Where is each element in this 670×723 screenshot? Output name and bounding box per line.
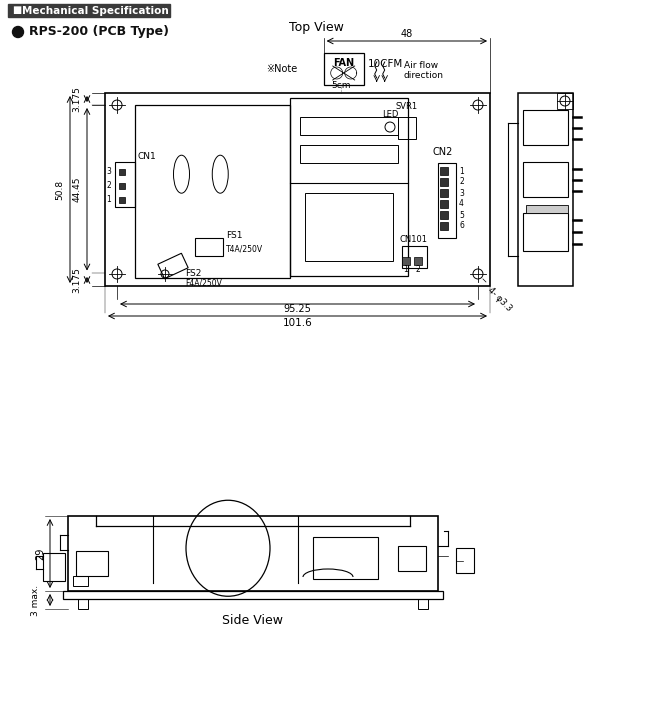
- Text: ■: ■: [12, 6, 21, 15]
- Bar: [300, 145, 398, 163]
- Bar: [63, 591, 443, 599]
- Bar: [440, 178, 448, 186]
- Text: ※Note: ※Note: [266, 64, 297, 74]
- Bar: [324, 53, 364, 85]
- Text: CN101: CN101: [400, 235, 428, 244]
- Text: T4A/250V: T4A/250V: [226, 244, 263, 253]
- Text: 2: 2: [415, 265, 420, 274]
- Text: 101.6: 101.6: [283, 318, 312, 328]
- Bar: [73, 576, 88, 586]
- Bar: [440, 200, 448, 208]
- Text: RPS-200 (PCB Type): RPS-200 (PCB Type): [29, 25, 169, 38]
- Text: Mechanical Specification: Mechanical Specification: [22, 6, 169, 15]
- Bar: [523, 163, 568, 197]
- Bar: [557, 93, 573, 109]
- Bar: [135, 105, 290, 278]
- Bar: [440, 167, 448, 175]
- Text: F4A/250V: F4A/250V: [185, 279, 222, 288]
- Bar: [43, 553, 65, 581]
- Text: Top View: Top View: [289, 22, 344, 35]
- Text: SVR1: SVR1: [396, 102, 418, 111]
- Bar: [195, 238, 223, 256]
- Bar: [438, 163, 456, 238]
- Text: 3.175: 3.175: [72, 267, 82, 293]
- Bar: [440, 222, 448, 230]
- Text: 95.25: 95.25: [283, 304, 312, 314]
- Text: 3.175: 3.175: [72, 86, 82, 112]
- Bar: [305, 194, 393, 261]
- Text: 5: 5: [459, 210, 464, 220]
- Bar: [440, 211, 448, 219]
- Text: FS2: FS2: [185, 269, 202, 278]
- Text: 1: 1: [403, 265, 409, 274]
- Text: direction: direction: [404, 71, 444, 80]
- Bar: [398, 117, 416, 139]
- Text: 3: 3: [459, 189, 464, 197]
- Text: 6: 6: [459, 221, 464, 231]
- Bar: [105, 93, 490, 286]
- Text: 2: 2: [107, 181, 111, 190]
- Text: 4: 4: [459, 200, 464, 208]
- Bar: [119, 169, 125, 175]
- Text: 44.45: 44.45: [72, 176, 82, 202]
- Bar: [76, 551, 108, 576]
- Text: 3 max.: 3 max.: [31, 584, 40, 615]
- Bar: [402, 257, 410, 265]
- Bar: [440, 189, 448, 197]
- Bar: [119, 197, 125, 203]
- Text: CN1: CN1: [138, 152, 157, 161]
- Text: 1: 1: [459, 166, 464, 176]
- Circle shape: [13, 27, 23, 38]
- Bar: [414, 257, 422, 265]
- Bar: [300, 117, 398, 135]
- Bar: [290, 98, 408, 276]
- Text: 29: 29: [35, 547, 45, 560]
- Text: 3: 3: [106, 168, 111, 176]
- Text: 48: 48: [401, 29, 413, 39]
- Text: 10CFM: 10CFM: [368, 59, 403, 69]
- Bar: [402, 246, 427, 268]
- Bar: [313, 537, 378, 579]
- Bar: [523, 213, 568, 252]
- Text: 4- φ3.3: 4- φ3.3: [486, 286, 513, 313]
- Bar: [523, 111, 568, 145]
- Bar: [68, 516, 438, 591]
- Bar: [8, 4, 170, 17]
- Text: 1: 1: [107, 195, 111, 205]
- Bar: [119, 183, 125, 189]
- Text: FAN: FAN: [333, 58, 354, 68]
- Text: 50.8: 50.8: [56, 179, 64, 200]
- Text: CN2: CN2: [433, 147, 453, 157]
- Text: LED: LED: [382, 110, 398, 119]
- Text: 5cm: 5cm: [331, 80, 350, 90]
- Bar: [526, 205, 568, 213]
- Text: Air flow: Air flow: [404, 61, 438, 71]
- Text: FS1: FS1: [226, 231, 243, 240]
- Bar: [456, 548, 474, 573]
- Bar: [115, 162, 135, 207]
- Bar: [158, 253, 188, 279]
- Bar: [78, 599, 88, 609]
- Text: 2: 2: [459, 178, 464, 187]
- Bar: [518, 93, 573, 286]
- Bar: [398, 546, 426, 571]
- Text: Side View: Side View: [222, 615, 283, 628]
- Bar: [418, 599, 428, 609]
